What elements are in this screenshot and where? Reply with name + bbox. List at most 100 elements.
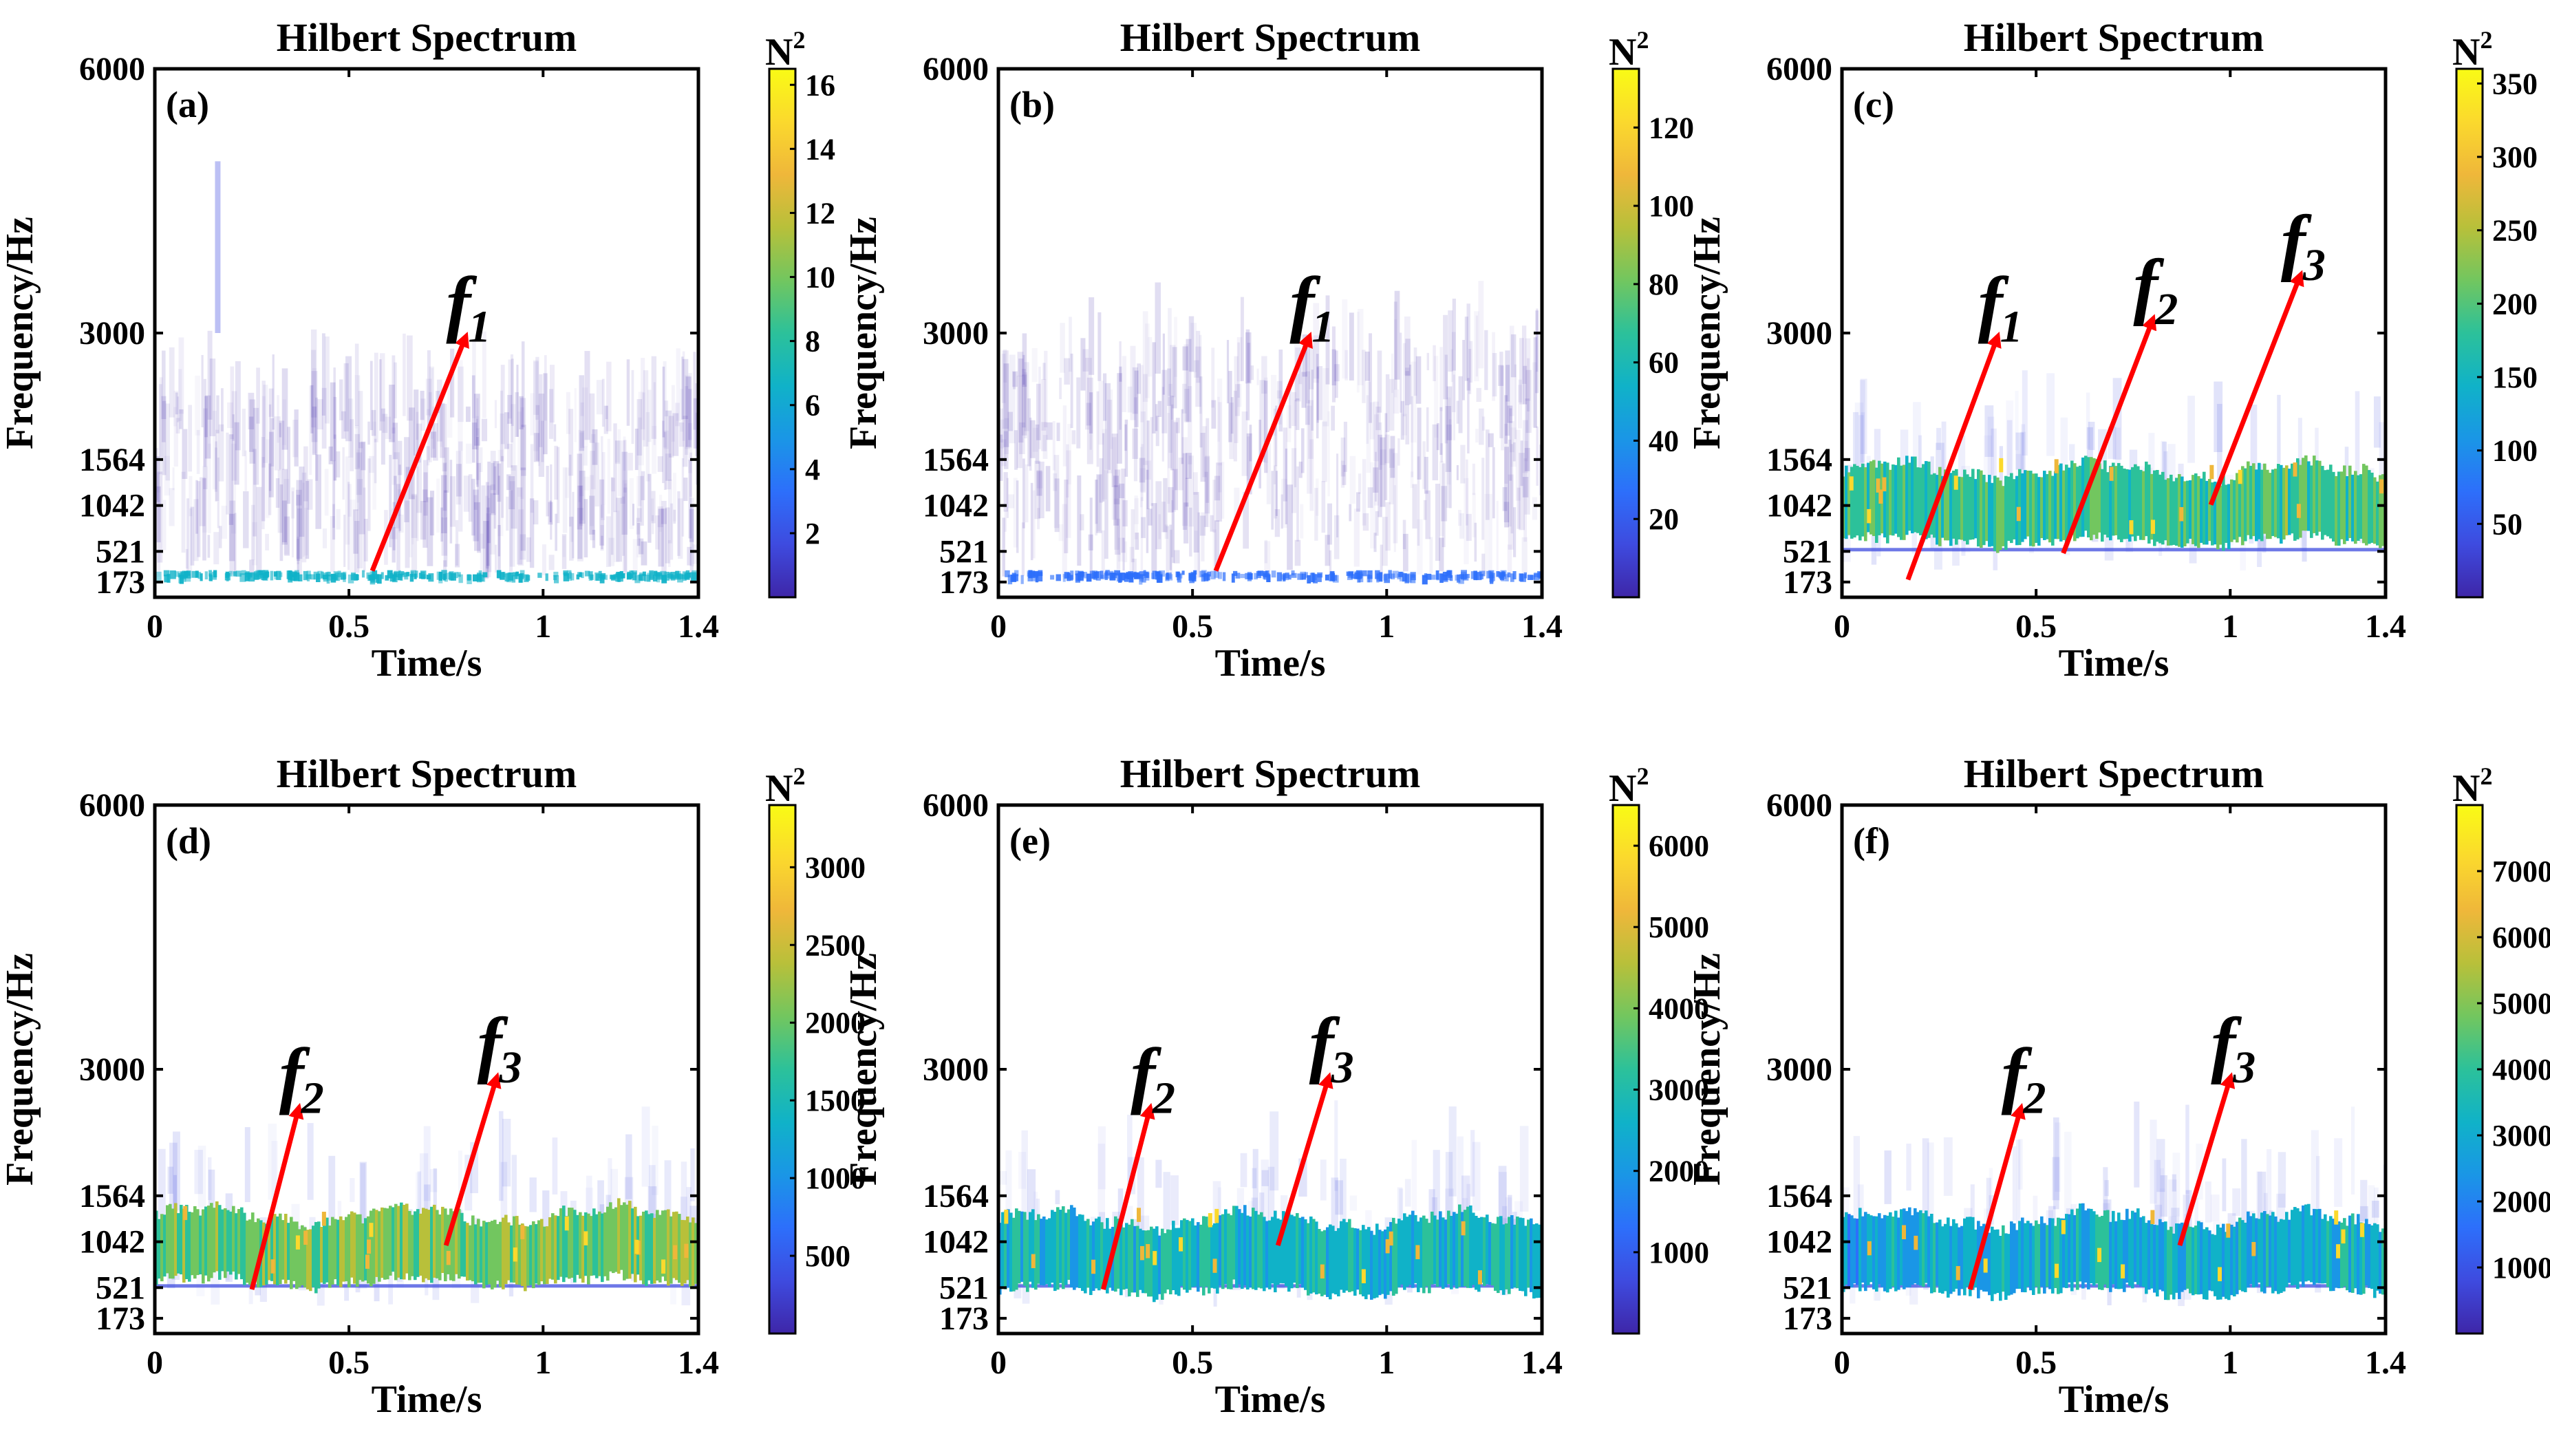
annotation-label: f3 xyxy=(478,1003,522,1093)
x-tick-label: 0.5 xyxy=(1172,1345,1213,1381)
y-tick-label: 3000 xyxy=(923,1051,989,1088)
x-tick-label: 1 xyxy=(1378,608,1395,645)
colorbar-tick-label: 40 xyxy=(1649,424,1679,458)
x-tick-label: 1 xyxy=(2222,1345,2238,1381)
annotation-arrow xyxy=(1967,1102,2026,1290)
y-tick-label: 3000 xyxy=(923,315,989,352)
x-axis-label: Time/s xyxy=(1215,1378,1326,1421)
colorbar-tick-label: 60 xyxy=(1649,346,1679,380)
annotation-arrow xyxy=(1905,331,2002,581)
annotation-arrow xyxy=(369,332,469,572)
colorbar-frame xyxy=(1611,804,1640,1335)
colorbar-tick-label: 100 xyxy=(2492,434,2538,468)
colorbar-tick-label: 50 xyxy=(2492,507,2522,541)
spectrum-texture xyxy=(1000,281,1542,585)
y-tick-label: 173 xyxy=(96,564,145,601)
colorbar-tick-label: 3000 xyxy=(2492,1119,2550,1153)
chart-title: Hilbert Spectrum xyxy=(277,15,577,60)
colorbar-tick-label: 20 xyxy=(1649,502,1679,536)
colorbar-tick-label: 1000 xyxy=(1649,1236,1709,1270)
annotation-arrow xyxy=(249,1102,304,1290)
spectrum-texture xyxy=(998,1100,1542,1307)
y-tick-label: 521 xyxy=(96,1270,145,1306)
annotation-arrow xyxy=(1100,1102,1155,1290)
colorbar-label: N2 xyxy=(1609,762,1649,810)
colorbar-tick-label: 500 xyxy=(805,1239,850,1273)
colorbar-tick-label: 80 xyxy=(1649,268,1679,301)
y-tick-label: 521 xyxy=(939,533,989,570)
colorbar-label: N2 xyxy=(1609,26,1649,74)
x-tick-label: 0 xyxy=(147,608,163,645)
panel-label: (c) xyxy=(1853,84,1894,125)
colorbar-tick-label: 4000 xyxy=(1649,992,1709,1025)
x-tick-label: 0.5 xyxy=(2015,1345,2057,1381)
y-tick-label: 1564 xyxy=(923,442,989,478)
chart-title: Hilbert Spectrum xyxy=(277,751,577,796)
y-tick-label: 1564 xyxy=(923,1178,989,1214)
annotation-arrow xyxy=(2177,1072,2236,1247)
x-tick-label: 1.4 xyxy=(678,608,719,645)
y-tick-label: 3000 xyxy=(1766,1051,1832,1088)
panel-label: (b) xyxy=(1009,84,1055,125)
colorbar xyxy=(1613,805,1639,1334)
y-tick-label: 1564 xyxy=(79,442,145,478)
x-tick-label: 0.5 xyxy=(2015,608,2057,645)
x-tick-label: 0 xyxy=(990,608,1007,645)
colorbar-tick-label: 6000 xyxy=(1649,829,1709,863)
y-axis-label: Frequency/Hz xyxy=(842,217,885,449)
y-tick-label: 3000 xyxy=(1766,315,1832,352)
colorbar-tick-label: 10 xyxy=(805,261,835,295)
x-tick-label: 1 xyxy=(1378,1345,1395,1381)
annotation-arrow xyxy=(1275,1072,1333,1247)
x-tick-label: 0.5 xyxy=(328,1345,369,1381)
colorbar-tick-label: 3000 xyxy=(805,850,866,884)
colorbar-label: N2 xyxy=(765,762,805,810)
panel-label: (f) xyxy=(1853,820,1890,861)
panel-label: (d) xyxy=(166,820,211,861)
y-tick-label: 3000 xyxy=(79,315,145,352)
y-tick-label: 1042 xyxy=(1766,1224,1832,1261)
x-tick-label: 0.5 xyxy=(1172,608,1213,645)
x-axis-label: Time/s xyxy=(2059,1378,2169,1421)
chart-title: Hilbert Spectrum xyxy=(1964,15,2264,60)
chart-title: Hilbert Spectrum xyxy=(1120,15,1421,60)
x-tick-label: 0 xyxy=(147,1345,163,1381)
x-tick-label: 1.4 xyxy=(2365,608,2406,645)
colorbar-tick-label: 5000 xyxy=(1649,910,1709,944)
x-tick-label: 1 xyxy=(535,1345,551,1381)
colorbar-frame xyxy=(1611,67,1640,599)
y-tick-label: 3000 xyxy=(79,1051,145,1088)
y-axis-label: Frequency/Hz xyxy=(0,217,41,449)
y-tick-label: 6000 xyxy=(1766,787,1832,824)
y-tick-label: 1042 xyxy=(79,488,145,524)
annotation-label: f2 xyxy=(279,1034,324,1124)
x-axis-label: Time/s xyxy=(372,1378,482,1421)
colorbar-tick-label: 150 xyxy=(2492,361,2538,394)
x-tick-label: 0 xyxy=(1834,608,1850,645)
colorbar xyxy=(1613,69,1639,597)
panel-label: (a) xyxy=(166,84,209,125)
plot-area xyxy=(998,69,1542,597)
colorbar-tick-label: 1500 xyxy=(805,1084,866,1117)
colorbar xyxy=(2456,69,2483,597)
panel-label: (e) xyxy=(1009,820,1051,861)
y-tick-label: 1042 xyxy=(1766,488,1832,524)
spectrum-texture xyxy=(155,161,698,585)
y-axis-label: Frequency/Hz xyxy=(1686,217,1728,449)
y-tick-label: 521 xyxy=(96,533,145,570)
x-tick-label: 1.4 xyxy=(1521,1345,1563,1381)
colorbar-tick-label: 250 xyxy=(2492,214,2538,248)
colorbar-tick-label: 350 xyxy=(2492,67,2538,100)
y-tick-label: 521 xyxy=(1783,533,1832,570)
x-axis-label: Time/s xyxy=(1215,642,1326,685)
x-axis-label: Time/s xyxy=(372,642,482,685)
chart-title: Hilbert Spectrum xyxy=(1964,751,2264,796)
y-tick-label: 521 xyxy=(939,1270,989,1306)
colorbar-tick-label: 8 xyxy=(805,325,820,358)
colorbar-tick-label: 6000 xyxy=(2492,921,2550,954)
